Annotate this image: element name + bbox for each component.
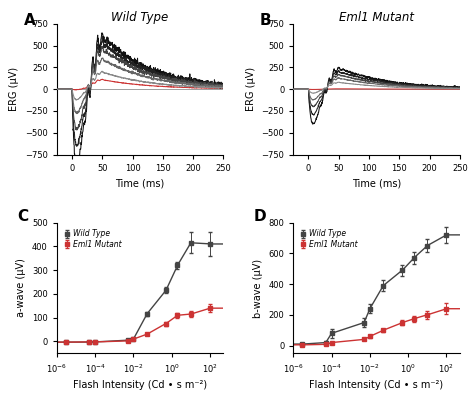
Title: Wild Type: Wild Type <box>111 11 169 24</box>
Y-axis label: a-wave (μV): a-wave (μV) <box>17 258 27 317</box>
Y-axis label: ERG (μV): ERG (μV) <box>246 67 256 111</box>
Y-axis label: b-wave (μV): b-wave (μV) <box>253 258 263 318</box>
Legend: Wild Type, Eml1 Mutant: Wild Type, Eml1 Mutant <box>61 226 125 252</box>
Legend: Wild Type, Eml1 Mutant: Wild Type, Eml1 Mutant <box>297 226 361 252</box>
X-axis label: Time (ms): Time (ms) <box>116 178 165 188</box>
Text: B: B <box>260 13 272 28</box>
Text: D: D <box>253 210 266 224</box>
X-axis label: Time (ms): Time (ms) <box>352 178 401 188</box>
Title: Eml1 Mutant: Eml1 Mutant <box>339 11 414 24</box>
X-axis label: Flash Intensity (Cd • s m⁻²): Flash Intensity (Cd • s m⁻²) <box>310 380 444 390</box>
Text: C: C <box>17 210 28 224</box>
X-axis label: Flash Intensity (Cd • s m⁻²): Flash Intensity (Cd • s m⁻²) <box>73 380 207 390</box>
Y-axis label: ERG (μV): ERG (μV) <box>9 67 19 111</box>
Text: A: A <box>24 13 36 28</box>
